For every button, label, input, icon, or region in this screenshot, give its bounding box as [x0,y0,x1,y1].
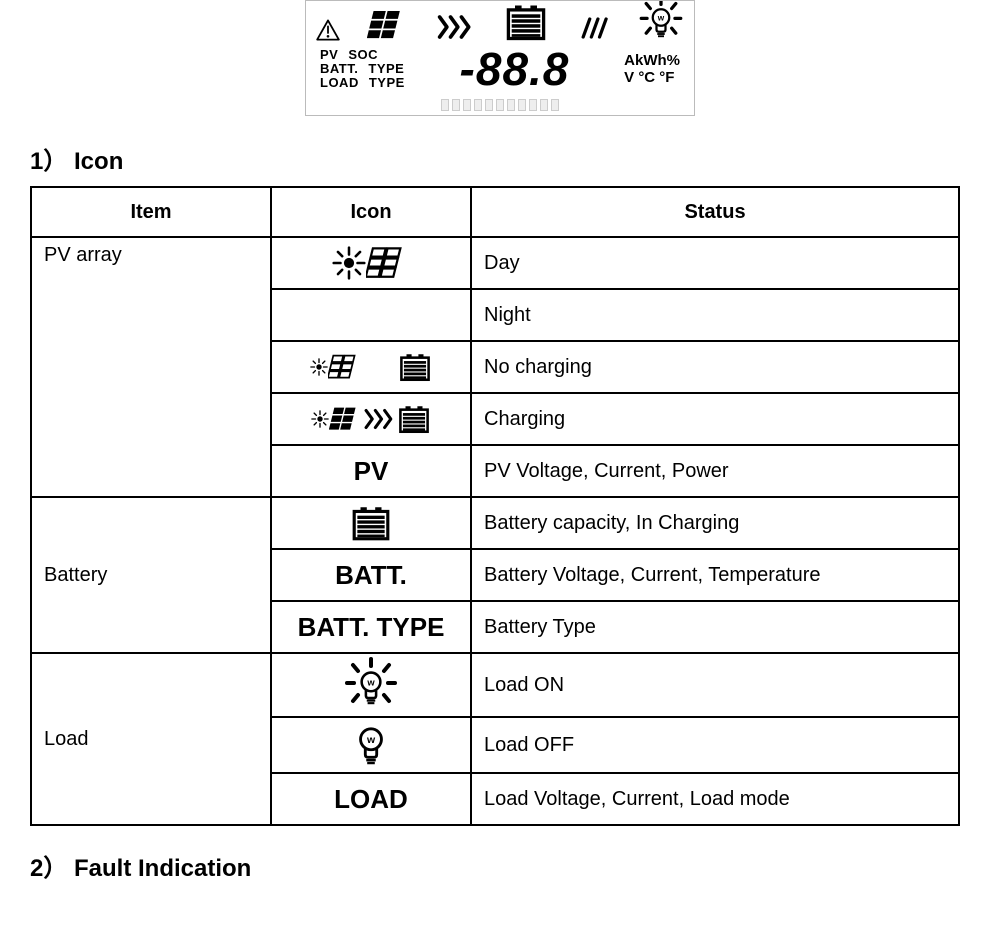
col-header-item: Item [31,187,271,237]
section2-heading: 2） Fault Indication [30,848,980,883]
battery-icon [350,505,392,541]
text-PV-label: PV [354,456,389,486]
icon-cell: BATT. TYPE [271,601,471,653]
status-cell: Battery capacity, In Charging [471,497,959,549]
solar-panel-icon [328,354,362,380]
table-row: PV arrayDay [31,237,959,289]
document-page: PV SOC BATT. TYPE LOAD TYPE -88.8 AkWh% V °… [0,0,1000,913]
icon-cell [271,497,471,549]
lcd-units-line2: V °C °F [624,69,680,86]
battery-icon [397,404,431,434]
lcd-label-type1: TYPE [368,62,404,76]
text-LOAD-label: LOAD [334,784,408,814]
icon-cell [271,717,471,773]
lcd-top-icon-row [316,1,684,41]
table-header-row: Item Icon Status [31,187,959,237]
text-BATTTYPE-label: BATT. TYPE [298,612,445,642]
item-cell: Battery [31,497,271,653]
solar-panel-icon [366,246,410,280]
solar-panel-icon [329,406,363,432]
icon-cell [271,341,471,393]
battery-icon [504,3,548,41]
lcd-digits: -88.8 [460,46,570,92]
flow-slashes-icon [575,15,611,41]
icon-cell [271,237,471,289]
status-cell: Load Voltage, Current, Load mode [471,773,959,825]
lcd-display-graphic: PV SOC BATT. TYPE LOAD TYPE -88.8 AkWh% V °… [305,0,695,116]
battery-icon [398,352,432,382]
chevrons-icon [363,407,397,431]
bulb-off-icon [352,724,390,766]
status-cell: PV Voltage, Current, Power [471,445,959,497]
lcd-label-pv: PV [320,48,338,62]
status-cell: Battery Type [471,601,959,653]
icon-cell: BATT. [271,549,471,601]
lcd-field-labels: PV SOC BATT. TYPE LOAD TYPE [320,48,405,91]
lcd-unit-labels: AkWh% V °C °F [624,52,680,87]
table-row: BatteryBattery capacity, In Charging [31,497,959,549]
lcd-label-type2: TYPE [369,76,405,90]
status-cell: Battery Voltage, Current, Temperature [471,549,959,601]
status-cell: Night [471,289,959,341]
status-cell: Load OFF [471,717,959,773]
icon-cell: LOAD [271,773,471,825]
icon-cell: PV [271,445,471,497]
status-cell: No charging [471,341,959,393]
col-header-icon: Icon [271,187,471,237]
flow-arrows-icon [436,13,476,41]
bulb-on-icon [343,660,399,710]
icon-cell [271,289,471,341]
sun-icon [310,358,328,376]
lcd-label-batt: BATT. [320,62,358,76]
load-bulb-icon [638,1,684,41]
warning-icon [316,19,340,41]
lcd-connector-pins [316,99,684,115]
solar-panel-icon [367,9,409,41]
section1-heading: 1） Icon [30,141,980,176]
status-cell: Load ON [471,653,959,717]
lcd-label-soc: SOC [348,48,378,62]
icon-cell [271,653,471,717]
item-cell: Load [31,653,271,825]
status-cell: Charging [471,393,959,445]
text-BATT-label: BATT. [335,560,407,590]
sun-icon [311,410,329,428]
col-header-status: Status [471,187,959,237]
lcd-label-load: LOAD [320,76,359,90]
status-cell: Day [471,237,959,289]
sun-icon [332,246,366,280]
icon-status-table: Item Icon Status PV arrayDayNightNo char… [30,186,960,826]
item-cell: PV array [31,237,271,497]
moon-icon [353,297,389,333]
lcd-units-line1: AkWh% [624,52,680,69]
icon-cell [271,393,471,445]
table-row: LoadLoad ON [31,653,959,717]
